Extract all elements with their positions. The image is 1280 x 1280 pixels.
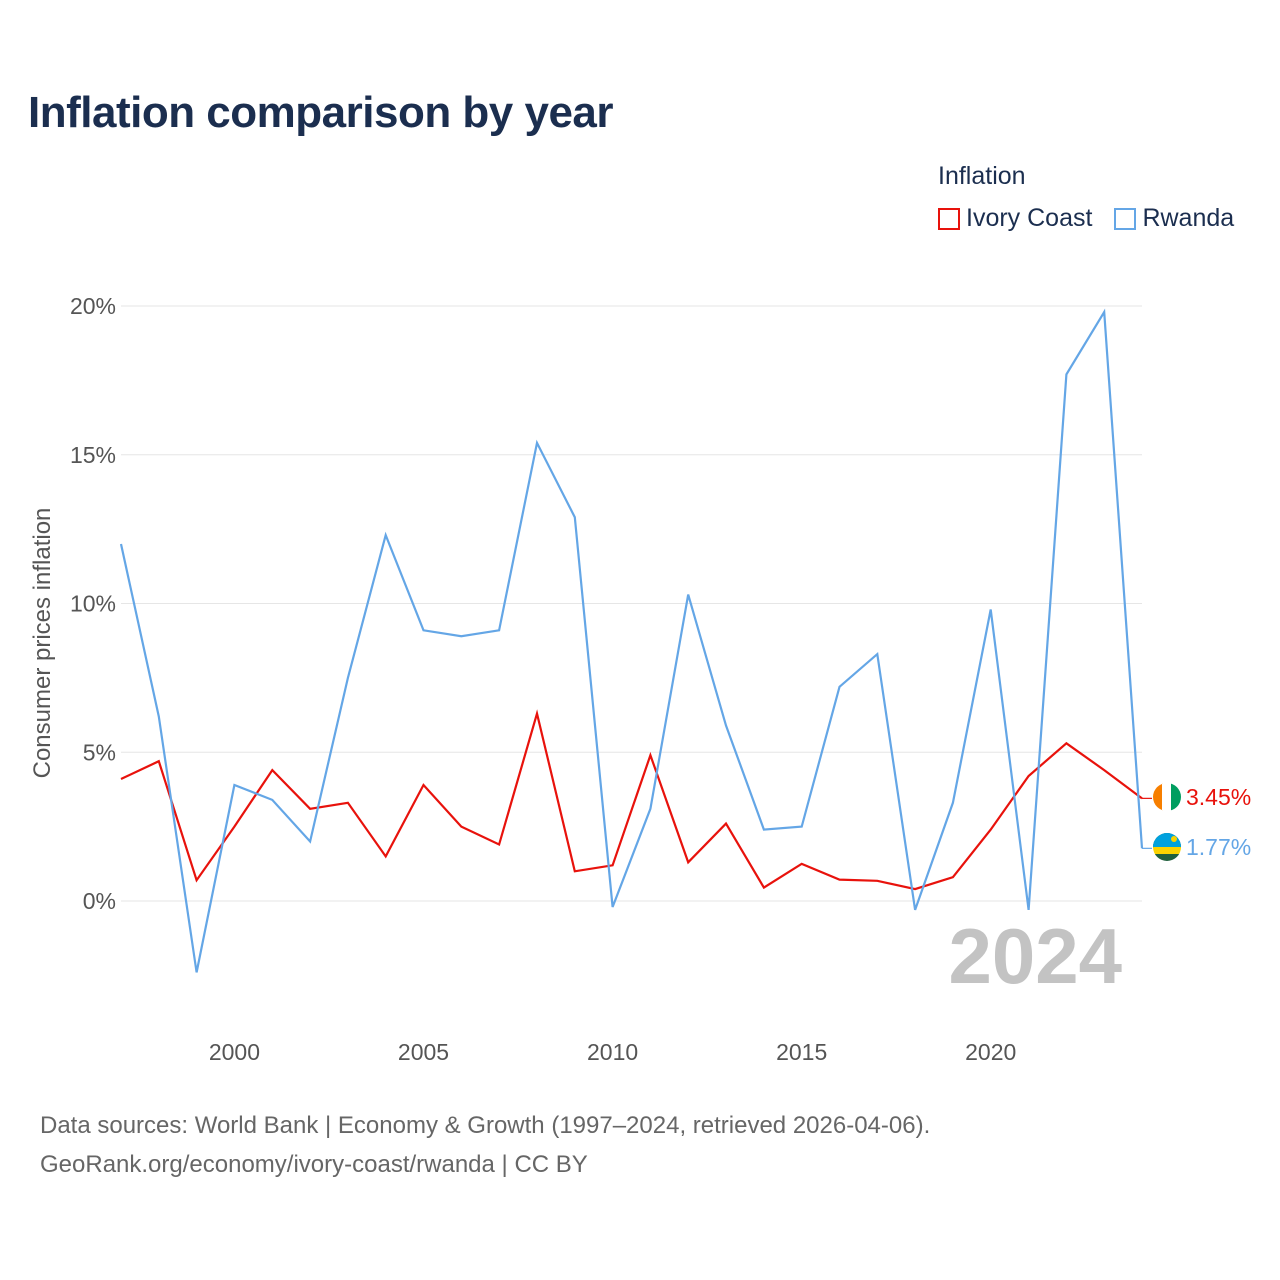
chart-title: Inflation comparison by year [28,88,614,137]
legend-title: Inflation [938,162,1026,190]
y-tick-label: 15% [70,442,116,468]
grid-lines [121,305,1142,902]
footer: Data sources: World Bank | Economy & Gro… [40,1106,930,1184]
y-axis-label: Consumer prices inflation [29,508,56,779]
x-axis-ticks: 2000 2005 2010 2015 2020 [209,1039,1016,1065]
x-tick-label: 2000 [209,1039,260,1065]
series-lines [119,308,1152,973]
rwanda-flag-icon [1153,833,1181,861]
year-watermark: 2024 [948,912,1122,1000]
legend-label-ivory-coast: Ivory Coast [966,204,1093,232]
footer-url: GeoRank.org/economy/ivory-coast/rwanda |… [40,1151,588,1178]
legend-label-rwanda: Rwanda [1142,204,1235,232]
x-tick-label: 2020 [965,1039,1016,1065]
y-axis-ticks: 0% 5% 10% 15% 20% [70,293,116,914]
legend: Ivory Coast Rwanda [938,204,1234,233]
series-line-ivory-coast [120,709,1143,891]
legend-item-ivory-coast[interactable]: Ivory Coast [938,204,1092,233]
y-tick-label: 5% [83,739,116,765]
x-tick-label: 2010 [587,1039,638,1065]
ivory-coast-flag-icon [1153,783,1181,811]
legend-item-rwanda[interactable]: Rwanda [1114,204,1234,233]
legend-swatch-ivory-coast [938,207,960,230]
legend-swatch-rwanda [1114,207,1137,230]
end-label-rwanda: 1.77% [1186,834,1251,860]
end-markers: 3.45% 1.77% [1153,783,1251,861]
series-line-rwanda [119,308,1144,973]
y-tick-label: 0% [83,888,116,914]
footer-sources: Data sources: World Bank | Economy & Gro… [40,1112,931,1139]
x-tick-label: 2015 [776,1039,827,1065]
y-tick-label: 10% [70,591,116,617]
x-tick-label: 2005 [398,1039,449,1065]
y-tick-label: 20% [70,293,116,319]
end-label-ivory-coast: 3.45% [1186,784,1251,810]
